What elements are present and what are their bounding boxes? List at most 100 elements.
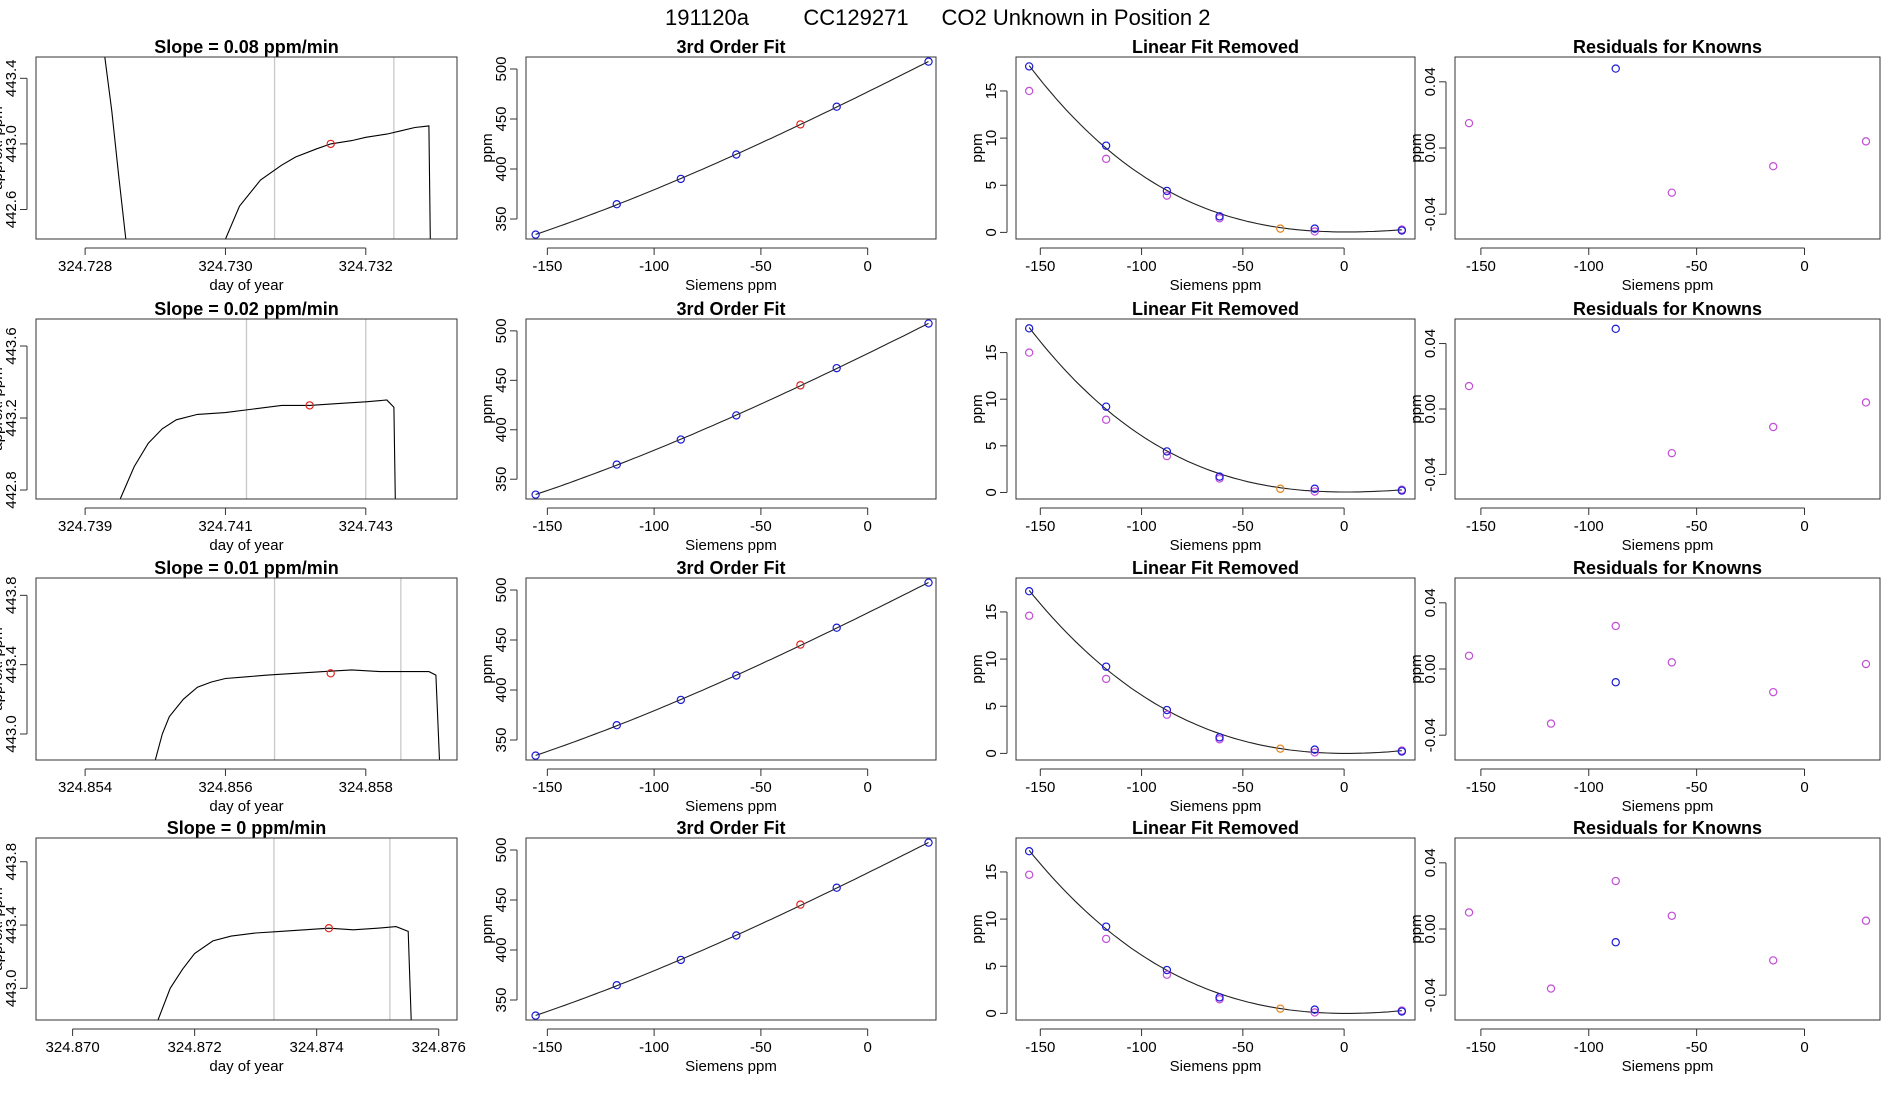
raw-point: [1861, 137, 1871, 146]
y-axis-label: ppm: [1408, 654, 1425, 683]
fit-curve: [535, 582, 929, 756]
x-axis-label: Siemens ppm: [1622, 1058, 1714, 1075]
unknown-point: [796, 381, 805, 390]
panel-title: Linear Fit Removed: [1132, 299, 1299, 319]
panel-r3-c3: Linear Fit Removed Siemens ppm ppm -150 -100…: [969, 558, 1416, 815]
unknown-point: [796, 900, 805, 909]
concentration-trace: [104, 57, 431, 239]
y-tick-label: 0: [983, 1009, 1000, 1017]
x-axis-label: day of year: [209, 537, 283, 554]
plot-area: [1024, 62, 1407, 236]
raw-point: [1464, 118, 1474, 128]
panel-r4-c1: Slope = 0 ppm/min day of year approx. ppm 3…: [0, 818, 466, 1075]
sample-marker: [324, 924, 334, 933]
raw-point: [1464, 651, 1474, 660]
y-tick-label: 0.04: [1422, 67, 1439, 96]
sample-marker: [305, 401, 314, 410]
panel-title: Slope = 0.02 ppm/min: [154, 299, 339, 319]
plot-area: [531, 319, 933, 499]
known-point: [1162, 186, 1172, 196]
panel-title: 3rd Order Fit: [676, 818, 785, 838]
x-tick-label: -150: [532, 1039, 562, 1056]
known-point: [924, 578, 933, 587]
known-point: [1215, 212, 1224, 221]
raw-point: [1024, 86, 1034, 96]
y-tick-label: 443.4: [3, 60, 20, 98]
raw-point: [1101, 415, 1111, 424]
plot-area: [531, 838, 933, 1020]
known-point: [1024, 587, 1034, 596]
y-tick-label: 442.6: [3, 191, 20, 229]
plot-area: [1024, 847, 1407, 1017]
plot-frame: [525, 577, 937, 761]
y-axis-label: ppm: [969, 133, 986, 162]
panel-title: Residuals for Knowns: [1573, 818, 1762, 838]
x-axis-label: day of year: [209, 798, 283, 815]
fit-curve: [535, 842, 929, 1016]
raw-point: [1769, 161, 1778, 171]
known-point: [531, 230, 540, 239]
raw-point: [1769, 687, 1778, 697]
plot-area: [1464, 324, 1871, 458]
raw-point: [1024, 870, 1034, 879]
plot-frame: [1454, 56, 1881, 240]
known-point: [924, 57, 933, 66]
plot-area: [1464, 64, 1871, 197]
panel-title: Residuals for Knowns: [1573, 299, 1762, 319]
y-tick-label: 443.4: [3, 906, 20, 944]
x-tick-label: 0: [1800, 779, 1808, 796]
known-point: [1611, 64, 1620, 73]
raw-point: [1611, 876, 1620, 886]
plot-frame: [35, 56, 458, 240]
x-tick-label: 0: [1800, 518, 1808, 535]
panel-r1-c2: 3rd Order Fit Siemens ppm ppm -150 -100 -50 0 3…: [479, 37, 937, 294]
plot-frame: [1454, 318, 1881, 500]
x-tick-label: -100: [1127, 1039, 1157, 1056]
y-tick-label: -0.04: [1422, 718, 1439, 752]
y-tick-label: 500: [493, 837, 510, 862]
y-axis-label: approx. ppm: [0, 887, 6, 970]
raw-point: [1024, 348, 1034, 357]
raw-point: [1861, 659, 1871, 669]
y-tick-label: 15: [983, 344, 1000, 361]
known-point: [732, 411, 741, 420]
known-point: [1024, 847, 1034, 856]
panel-title: Slope = 0.01 ppm/min: [154, 558, 339, 578]
panel-r1-c4: Residuals for Knowns Siemens ppm ppm -150 -1…: [1408, 37, 1881, 294]
x-axis-label: Siemens ppm: [1170, 537, 1262, 554]
y-tick-label: 350: [493, 727, 510, 752]
raw-point: [1310, 748, 1319, 757]
plot-area: [119, 319, 396, 499]
known-point: [732, 150, 741, 159]
x-tick-label: 324.741: [198, 518, 252, 535]
y-axis-label: ppm: [969, 914, 986, 943]
known-point: [612, 460, 621, 469]
y-tick-label: 350: [493, 467, 510, 492]
y-tick-label: 0.00: [1422, 394, 1439, 423]
y-tick-label: 10: [983, 651, 1000, 668]
y-axis-label: ppm: [479, 654, 496, 683]
panel-grid: Slope = 0.08 ppm/min day of year approx. p…: [0, 37, 1881, 1075]
y-axis-label: ppm: [1408, 394, 1425, 423]
raw-point: [1162, 970, 1172, 979]
panel-title: Linear Fit Removed: [1132, 818, 1299, 838]
panel-title: Slope = 0 ppm/min: [167, 818, 327, 838]
x-tick-label: 0: [1340, 1039, 1348, 1056]
x-tick-label: -100: [1127, 258, 1157, 275]
plot-frame: [1015, 577, 1416, 761]
fit-curve: [1028, 850, 1402, 1014]
x-tick-label: 0: [863, 518, 871, 535]
panel-r3-c1: Slope = 0.01 ppm/min day of year approx. p…: [0, 558, 458, 815]
raw-point: [1667, 658, 1677, 667]
x-tick-label: -50: [750, 1039, 772, 1056]
y-tick-label: 0.00: [1422, 654, 1439, 683]
y-tick-label: 15: [983, 83, 1000, 100]
panel-title: Residuals for Knowns: [1573, 558, 1762, 578]
x-tick-label: 0: [1340, 779, 1348, 796]
y-tick-label: 500: [493, 577, 510, 602]
y-tick-label: -0.04: [1422, 457, 1439, 491]
x-tick-label: -50: [1686, 258, 1708, 275]
known-point: [1162, 447, 1172, 456]
x-tick-label: -50: [1686, 518, 1708, 535]
x-tick-label: 0: [1340, 518, 1348, 535]
